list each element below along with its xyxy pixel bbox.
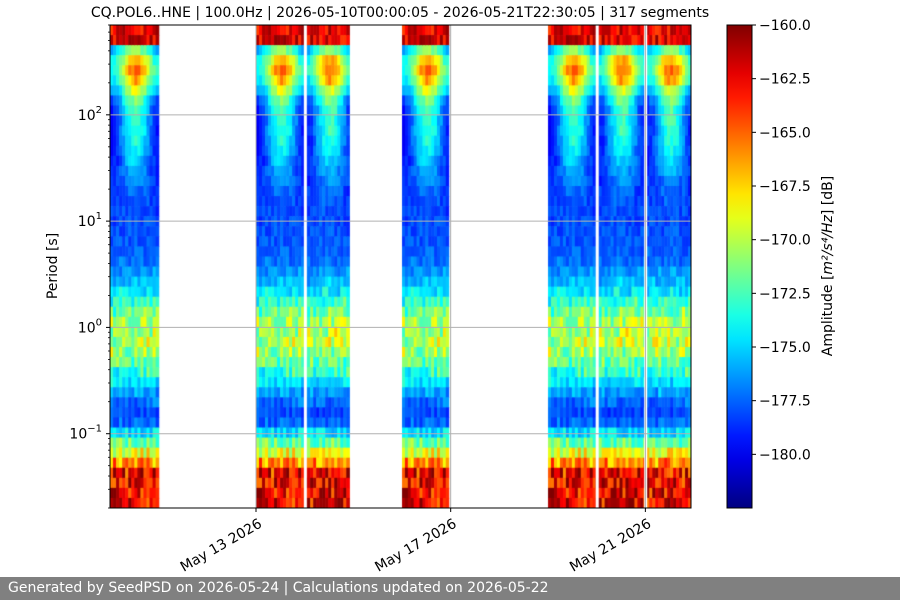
- colorbar-tick-label: −170.0: [759, 233, 811, 249]
- heatmap-image: [110, 25, 691, 508]
- colorbar: −160.0 −162.5 −165.0 −167.5 −170.0 −172.5 −175…: [726, 18, 811, 509]
- psd-figure: CQ.POL6..HNE | 100.0Hz | 2026-05-10T00:0…: [45, 5, 836, 575]
- y-tick-label: 100: [78, 317, 102, 336]
- grid-lines: [110, 25, 691, 508]
- x-tick-label: May 13 2026: [178, 516, 265, 576]
- colorbar-label: Amplitude [m²/s⁴/Hz] [dB]: [820, 176, 836, 356]
- y-axis: 10−1 100 101 102: [69, 24, 110, 509]
- y-axis-label: Period [s]: [45, 233, 61, 299]
- x-axis: May 13 2026 May 17 2026 May 21 2026: [178, 508, 654, 575]
- colorbar-tick-label: −180.0: [759, 447, 811, 463]
- y-tick-label: 101: [78, 211, 102, 230]
- colorbar-label-math: m²/s⁴/Hz: [820, 214, 836, 274]
- colorbar-gradient: [726, 24, 753, 509]
- spectrogram-heatmap: [110, 25, 691, 508]
- colorbar-tick-label: −177.5: [759, 394, 811, 410]
- footer-text: Generated by SeedPSD on 2026-05-24 | Cal…: [8, 580, 549, 596]
- y-tick-label: 102: [78, 105, 102, 124]
- footer-bar: Generated by SeedPSD on 2026-05-24 | Cal…: [0, 577, 900, 600]
- colorbar-label-prefix: Amplitude [: [820, 275, 836, 357]
- axes-frame: [109, 24, 692, 509]
- colorbar-tick-label: −172.5: [759, 286, 811, 302]
- colorbar-tick-label: −167.5: [759, 179, 811, 195]
- x-tick-label: May 17 2026: [372, 516, 459, 576]
- colorbar-tick-label: −175.0: [759, 340, 811, 356]
- y-tick-label: 10−1: [69, 424, 102, 443]
- colorbar-tick-label: −162.5: [759, 72, 811, 88]
- colorbar-tick-label: −165.0: [759, 125, 811, 141]
- x-tick-label: May 21 2026: [567, 516, 654, 576]
- chart-title: CQ.POL6..HNE | 100.0Hz | 2026-05-10T00:0…: [91, 5, 709, 21]
- colorbar-tick-label: −160.0: [759, 18, 811, 34]
- colorbar-label-suffix: ] [dB]: [820, 176, 836, 215]
